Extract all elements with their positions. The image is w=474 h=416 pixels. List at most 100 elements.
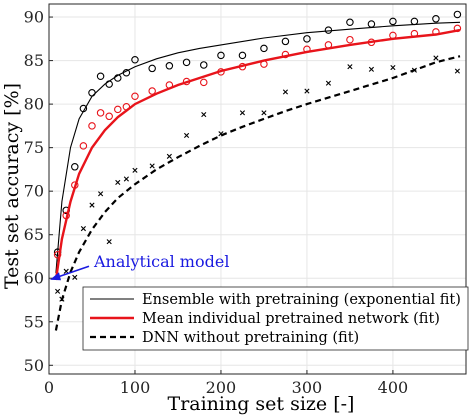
data-point-mean <box>71 181 79 189</box>
data-point-mean <box>131 92 139 101</box>
data-point-dnn <box>183 132 190 139</box>
annotation-arrow <box>56 265 90 278</box>
y-tick-label: 65 <box>24 225 44 244</box>
data-point-ensemble <box>200 61 208 69</box>
data-point-mean <box>281 50 290 59</box>
y-tick-label: 75 <box>24 138 44 157</box>
data-point-dnn <box>80 226 86 232</box>
legend: Ensemble with pretraining (exponential f… <box>82 286 469 351</box>
data-point-ensemble <box>148 64 156 73</box>
data-point-mean <box>389 31 397 40</box>
y-tick-label: 50 <box>24 356 44 375</box>
data-point-dnn <box>59 296 65 302</box>
data-point-ensemble <box>165 62 174 70</box>
data-point-mean <box>410 29 419 38</box>
data-point-mean <box>53 250 62 259</box>
x-tick-label: 400 <box>378 378 409 397</box>
x-tick-label: 0 <box>44 378 54 397</box>
data-point-dnn <box>132 167 138 173</box>
series-mean <box>53 24 462 281</box>
data-point-dnn <box>218 131 224 137</box>
data-point-ensemble <box>303 35 311 43</box>
data-point-dnn <box>166 153 172 159</box>
y-axis-label: Test set accuracy [%] <box>1 83 23 289</box>
x-tick-label: 100 <box>120 378 151 397</box>
data-point-ensemble <box>389 17 397 26</box>
data-point-ensemble <box>453 10 462 19</box>
plot-frame <box>48 3 467 375</box>
data-point-dnn <box>201 111 207 118</box>
data-point-ensemble <box>217 51 225 60</box>
data-point-dnn <box>304 88 310 94</box>
data-point-ensemble <box>346 18 354 27</box>
legend-label-ensemble: Ensemble with pretraining (exponential f… <box>142 292 461 308</box>
data-point-dnn <box>390 64 396 71</box>
axis-ticks: 0 100 200 300 400 50 55 60 65 70 75 80 85 90 <box>24 8 409 397</box>
data-point-dnn <box>368 66 375 72</box>
data-point-ensemble <box>238 51 247 60</box>
data-point-dnn <box>411 67 418 73</box>
data-point-ensemble <box>281 37 290 46</box>
fit-line-dnn <box>54 55 461 331</box>
data-point-ensemble <box>88 89 96 97</box>
legend-box <box>82 286 469 351</box>
data-point-mean <box>122 102 131 111</box>
y-tick-label: 60 <box>24 269 44 288</box>
data-point-ensemble <box>114 74 122 82</box>
data-point-dnn <box>106 239 112 245</box>
data-point-mean <box>88 122 96 130</box>
data-point-ensemble <box>79 104 88 113</box>
data-point-dnn <box>97 191 104 197</box>
series-dnn <box>54 55 461 331</box>
data-point-mean <box>96 109 105 117</box>
data-point-ensemble <box>105 80 113 88</box>
data-point-dnn <box>261 110 267 116</box>
data-point-mean <box>182 77 191 86</box>
data-point-ensemble <box>96 72 105 81</box>
data-point-mean <box>165 81 174 89</box>
annotation: Analytical model <box>50 252 229 281</box>
data-point-mean <box>217 68 225 76</box>
data-point-mean <box>238 62 247 71</box>
data-point-dnn <box>89 202 95 208</box>
data-point-ensemble <box>260 44 268 53</box>
data-point-mean <box>432 28 440 36</box>
annotation-arrowhead <box>50 272 61 281</box>
annotation-label: Analytical model <box>93 252 229 271</box>
data-point-mean <box>148 87 156 95</box>
data-point-mean <box>453 24 462 33</box>
data-point-ensemble <box>71 163 79 171</box>
data-point-ensemble <box>131 55 139 64</box>
data-point-mean <box>62 211 70 220</box>
data-point-mean <box>367 38 376 47</box>
plot-area <box>53 10 462 331</box>
data-point-dnn <box>325 80 332 86</box>
data-point-ensemble <box>367 20 376 28</box>
y-tick-label: 70 <box>24 182 44 201</box>
y-tick-label: 85 <box>24 51 44 70</box>
data-point-mean <box>260 60 268 68</box>
data-point-mean <box>79 142 88 150</box>
x-tick-label: 300 <box>292 378 323 397</box>
data-point-dnn <box>72 274 78 280</box>
data-point-ensemble <box>432 15 440 23</box>
x-axis-label: Training set size [-] <box>168 393 355 415</box>
series-ensemble <box>53 10 462 274</box>
data-point-mean <box>303 45 311 54</box>
data-point-dnn <box>239 110 246 116</box>
y-tick-label: 90 <box>24 8 44 27</box>
data-point-ensemble <box>324 26 333 34</box>
data-point-dnn <box>55 288 61 294</box>
data-point-ensemble <box>122 69 131 77</box>
data-point-ensemble <box>182 58 191 67</box>
y-tick-label: 55 <box>24 312 44 331</box>
data-point-dnn <box>123 176 129 182</box>
data-point-mean <box>114 105 122 114</box>
x-tick-label: 200 <box>206 378 237 397</box>
data-point-dnn <box>282 89 289 95</box>
grid <box>48 4 466 374</box>
y-tick-label: 80 <box>24 95 44 114</box>
data-point-mean <box>324 41 333 49</box>
data-point-dnn <box>347 64 353 70</box>
